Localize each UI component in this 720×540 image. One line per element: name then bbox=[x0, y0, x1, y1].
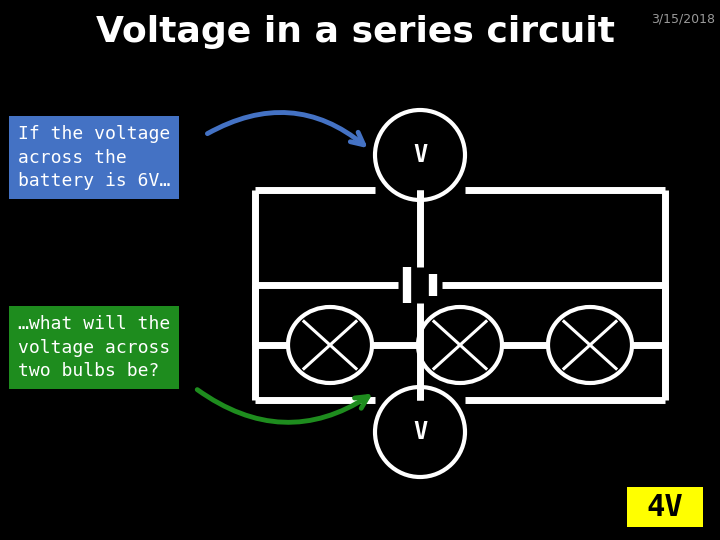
Text: Voltage in a series circuit: Voltage in a series circuit bbox=[96, 15, 614, 49]
Text: 3/15/2018: 3/15/2018 bbox=[651, 12, 715, 25]
Text: V: V bbox=[413, 143, 427, 167]
Text: V: V bbox=[413, 420, 427, 444]
Text: …what will the
voltage across
two bulbs be?: …what will the voltage across two bulbs … bbox=[18, 315, 170, 380]
Text: 4V: 4V bbox=[647, 492, 683, 522]
Text: If the voltage
across the
battery is 6V…: If the voltage across the battery is 6V… bbox=[18, 125, 170, 190]
FancyBboxPatch shape bbox=[627, 487, 703, 527]
